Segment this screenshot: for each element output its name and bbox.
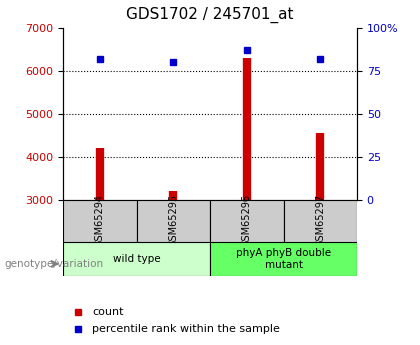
Text: percentile rank within the sample: percentile rank within the sample — [92, 325, 280, 334]
FancyBboxPatch shape — [210, 241, 357, 276]
FancyBboxPatch shape — [210, 200, 284, 242]
Title: GDS1702 / 245701_at: GDS1702 / 245701_at — [126, 7, 294, 23]
Text: genotype/variation: genotype/variation — [4, 259, 103, 269]
FancyBboxPatch shape — [63, 241, 210, 276]
FancyBboxPatch shape — [136, 200, 210, 242]
Text: GSM65294: GSM65294 — [95, 194, 105, 247]
Text: wild type: wild type — [113, 254, 160, 264]
FancyBboxPatch shape — [284, 200, 357, 242]
Text: GSM65295: GSM65295 — [168, 194, 178, 247]
Text: GSM65296: GSM65296 — [242, 194, 252, 247]
Text: phyA phyB double
mutant: phyA phyB double mutant — [236, 248, 331, 269]
FancyBboxPatch shape — [63, 200, 136, 242]
Text: GSM65297: GSM65297 — [315, 194, 325, 247]
Text: count: count — [92, 307, 124, 317]
